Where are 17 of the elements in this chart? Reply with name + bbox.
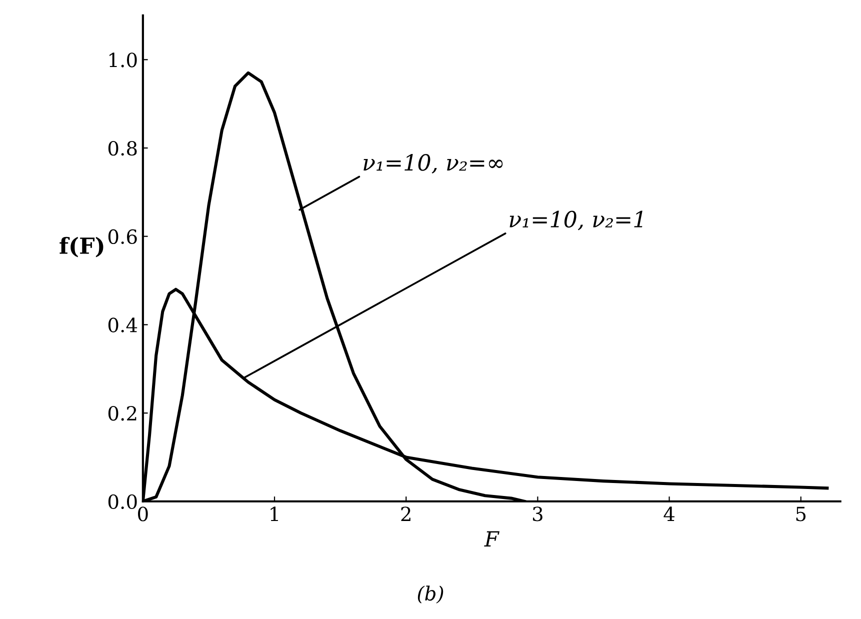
y-axis-title: f(F) xyxy=(60,236,104,258)
annotation: ν₁=10, ν₂=1 xyxy=(510,210,642,230)
x-tick-label: 4 xyxy=(664,506,674,522)
y-tick-label: 0.8 xyxy=(108,140,137,156)
annotation: ν₁=10, ν₂=∞ xyxy=(364,154,503,174)
x-tick-label: 2 xyxy=(401,506,410,522)
x-tick-label: 1 xyxy=(270,506,278,522)
x-axis-title: F xyxy=(484,531,500,546)
x-tick-label: 0 xyxy=(138,506,148,522)
text: (b) xyxy=(418,586,444,604)
y-tick-label: 0.0 xyxy=(108,494,137,510)
x-tick-label: 5 xyxy=(796,506,806,522)
y-tick-label: 0.6 xyxy=(108,229,137,244)
x-tick-label: 3 xyxy=(532,506,542,522)
y-tick-label: 0.2 xyxy=(108,406,136,421)
y-tick-label: 1.0 xyxy=(110,52,137,68)
y-tick-label: 0.4 xyxy=(108,318,138,332)
